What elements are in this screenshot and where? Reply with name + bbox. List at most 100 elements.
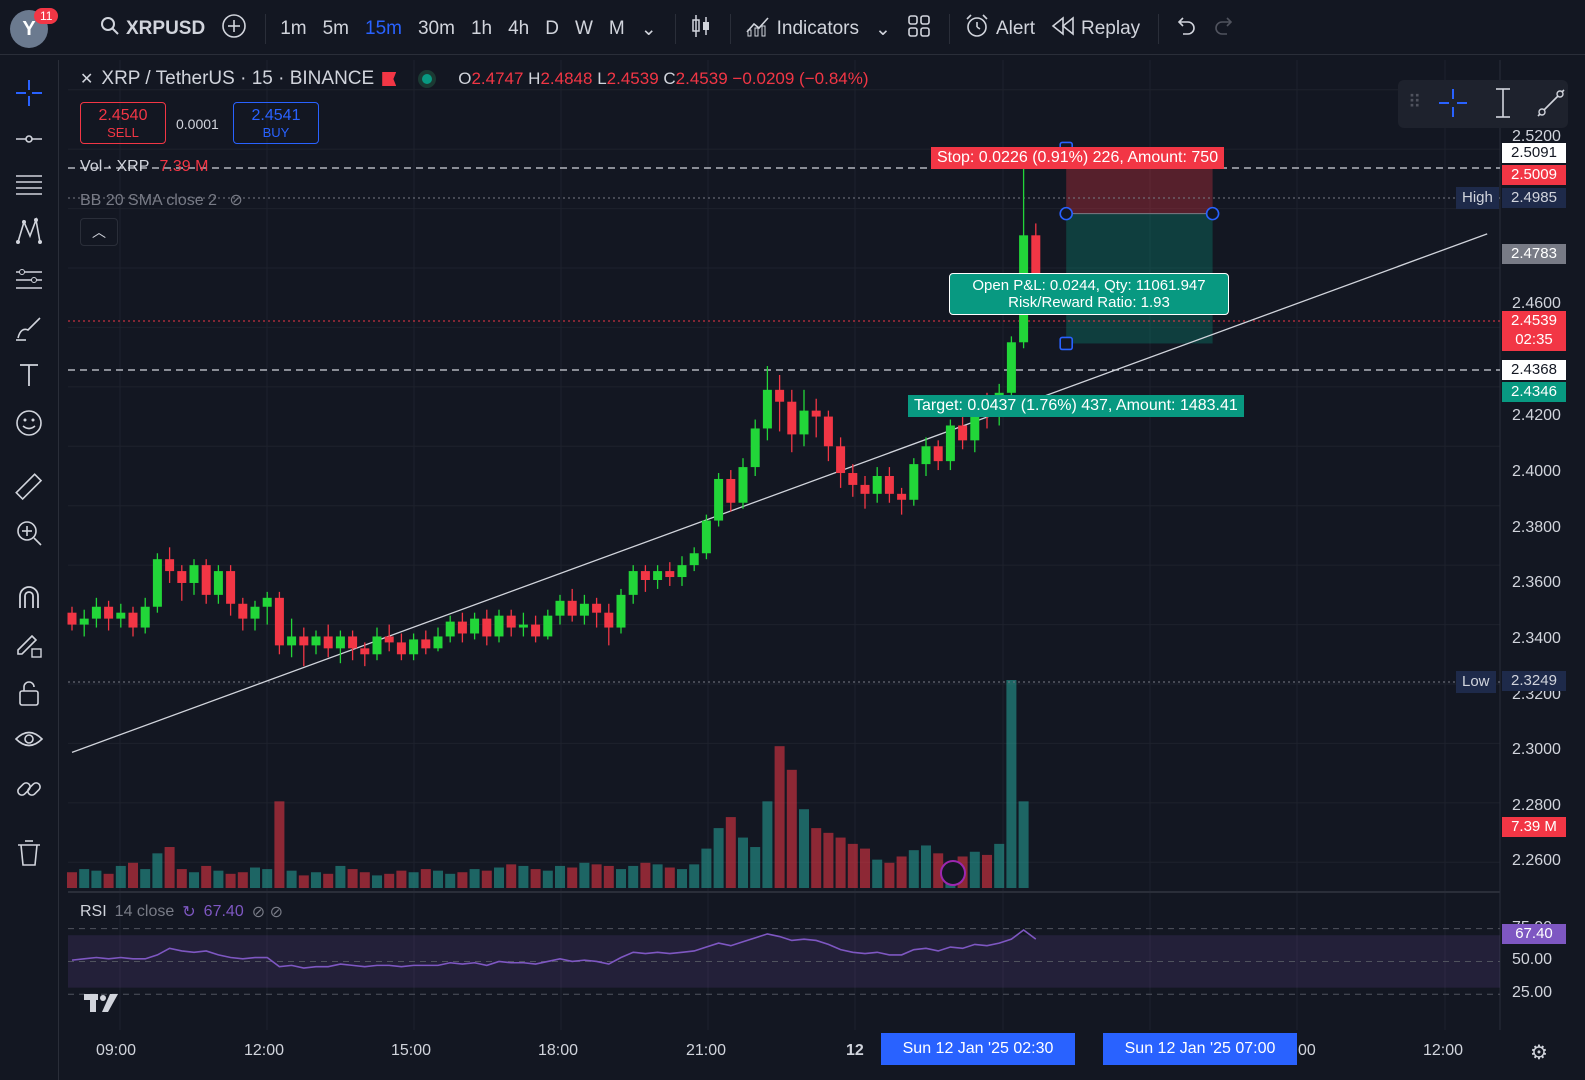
interval-dropdown[interactable]: ⌄ [635, 18, 663, 41]
link-tool[interactable] [12, 772, 46, 806]
candle-body [494, 615, 504, 637]
settings-gear-icon[interactable]: ⚙ [1530, 1042, 1548, 1064]
volume-bar [579, 862, 590, 888]
candle-body [836, 446, 846, 474]
lock-drawing-tool[interactable] [12, 628, 46, 662]
volume-bar [79, 869, 90, 888]
remove-drawings-tool[interactable] [12, 836, 46, 870]
interval-5m[interactable]: 5m [322, 18, 349, 39]
low-value: 2.4539 [606, 69, 659, 88]
symbol-title[interactable]: XRP / TetherUS · 15 · BINANCE [101, 68, 375, 89]
volume-bar [908, 850, 919, 888]
emoji-tool[interactable] [12, 406, 46, 440]
interval-30m[interactable]: 30m [417, 18, 455, 39]
trend-line-icon[interactable] [1534, 86, 1568, 125]
volume-value: 7.39 M [159, 158, 209, 175]
eye-icon [14, 731, 44, 747]
compare-add-button[interactable] [215, 13, 253, 45]
volume-bar [298, 875, 309, 888]
volume-bar [1006, 680, 1017, 888]
time-tick: 21:00 [686, 1042, 727, 1059]
candle-body [165, 559, 175, 572]
volume-bar [140, 869, 151, 888]
layout-button[interactable] [901, 14, 937, 44]
interval-W[interactable]: W [574, 18, 593, 39]
hide-drawings-tool[interactable] [12, 722, 46, 756]
bar-countdown: 02:35 [1515, 331, 1553, 348]
candle-body [140, 606, 150, 628]
candle-body [909, 464, 919, 500]
crosshair-tool[interactable] [12, 76, 46, 110]
interval-M[interactable]: M [608, 18, 625, 39]
candle-body [372, 636, 382, 655]
zoom-tool[interactable] [12, 516, 46, 550]
interval-1h[interactable]: 1h [470, 18, 493, 39]
chart-type-button[interactable] [684, 13, 718, 45]
fib-tool[interactable] [12, 168, 46, 202]
measure-tool[interactable] [12, 470, 46, 504]
trend-line-tool[interactable] [12, 122, 46, 156]
rsi-tick: 25.00 [1512, 984, 1553, 1002]
interval-1m[interactable]: 1m [280, 18, 307, 39]
volume-label: Vol · XRP [80, 158, 150, 175]
unlock-icon [19, 681, 39, 706]
volume-bar [128, 862, 138, 888]
undo-button[interactable] [1167, 16, 1203, 42]
replay-button[interactable]: Replay [1045, 16, 1146, 42]
time-tick: 18:00 [538, 1042, 579, 1059]
pattern-tool[interactable] [12, 214, 46, 248]
price-tag-low: 2.3249 [1502, 671, 1566, 691]
crosshair-icon[interactable] [1436, 86, 1470, 125]
rewind-icon [1051, 16, 1075, 42]
drag-handle-icon[interactable]: ⠿ [1408, 92, 1422, 112]
volume-bar [933, 853, 944, 888]
volume-bar [286, 870, 297, 888]
redo-button[interactable] [1207, 16, 1243, 42]
lock-all-tool[interactable] [12, 676, 46, 710]
interval-15m[interactable]: 15m [365, 18, 402, 39]
volume-bar [677, 869, 687, 888]
lines-icon [16, 175, 42, 195]
bb-legend[interactable]: BB 20 SMA close 2 ⊘ [80, 190, 243, 210]
price-tick: 2.3600 [1512, 574, 1561, 591]
position-round-handle [1205, 206, 1220, 221]
candle-body [433, 636, 443, 649]
symbol-search-button[interactable]: XRPUSD [94, 16, 211, 42]
brush-tool[interactable] [12, 310, 46, 344]
volume-bar [811, 828, 822, 888]
candle-body [884, 476, 894, 494]
cursor-text-icon[interactable] [1486, 86, 1520, 125]
volume-bar [823, 832, 834, 888]
candlesticks [67, 152, 1041, 667]
last-price: 2.4539 [1511, 312, 1557, 329]
market-closed-flag-icon [382, 72, 397, 86]
text-tool[interactable] [12, 358, 46, 392]
volume-bar [713, 828, 724, 888]
interval-D[interactable]: D [545, 18, 559, 39]
volume-bar [433, 870, 443, 888]
magnet-icon [19, 586, 39, 608]
volume-bar [311, 872, 321, 888]
volume-bar [152, 853, 163, 888]
buy-button[interactable]: 2.4541 BUY [233, 102, 319, 144]
rsi-legend[interactable]: RSI 14 close ↻ 67.40 ⊘ ⊘ [80, 902, 283, 922]
magnet-tool[interactable] [12, 580, 46, 614]
interval-4h[interactable]: 4h [508, 18, 530, 39]
position-square-handle [1059, 336, 1073, 351]
divider [1158, 14, 1160, 44]
volume-bar [420, 869, 431, 888]
alert-button[interactable]: Alert [958, 13, 1041, 45]
volume-bar [652, 864, 663, 888]
collapse-legend-button[interactable]: ︿ [80, 218, 118, 246]
volume-tag: 7.39 M [1502, 817, 1566, 837]
indicators-dropdown[interactable]: ⌄ [869, 18, 897, 41]
volume-bar [176, 869, 187, 888]
indicators-button[interactable]: Indicators [739, 14, 865, 44]
sell-button[interactable]: 2.4540 SELL [80, 102, 166, 144]
volume-legend[interactable]: Vol · XRP 7.39 M [80, 158, 208, 176]
volume-bar [689, 864, 700, 888]
forecast-tool[interactable] [12, 262, 46, 296]
crosshair-icon [16, 80, 42, 106]
tradingview-logo[interactable] [84, 990, 126, 1016]
